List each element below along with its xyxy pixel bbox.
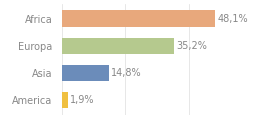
Text: 14,8%: 14,8% (111, 68, 142, 78)
Bar (62, 65, 109, 81)
Bar (62, 10, 215, 27)
Text: 48,1%: 48,1% (217, 14, 248, 24)
Text: 1,9%: 1,9% (70, 95, 95, 105)
Bar (62, 92, 68, 108)
Text: 35,2%: 35,2% (176, 41, 207, 51)
Bar (62, 38, 174, 54)
